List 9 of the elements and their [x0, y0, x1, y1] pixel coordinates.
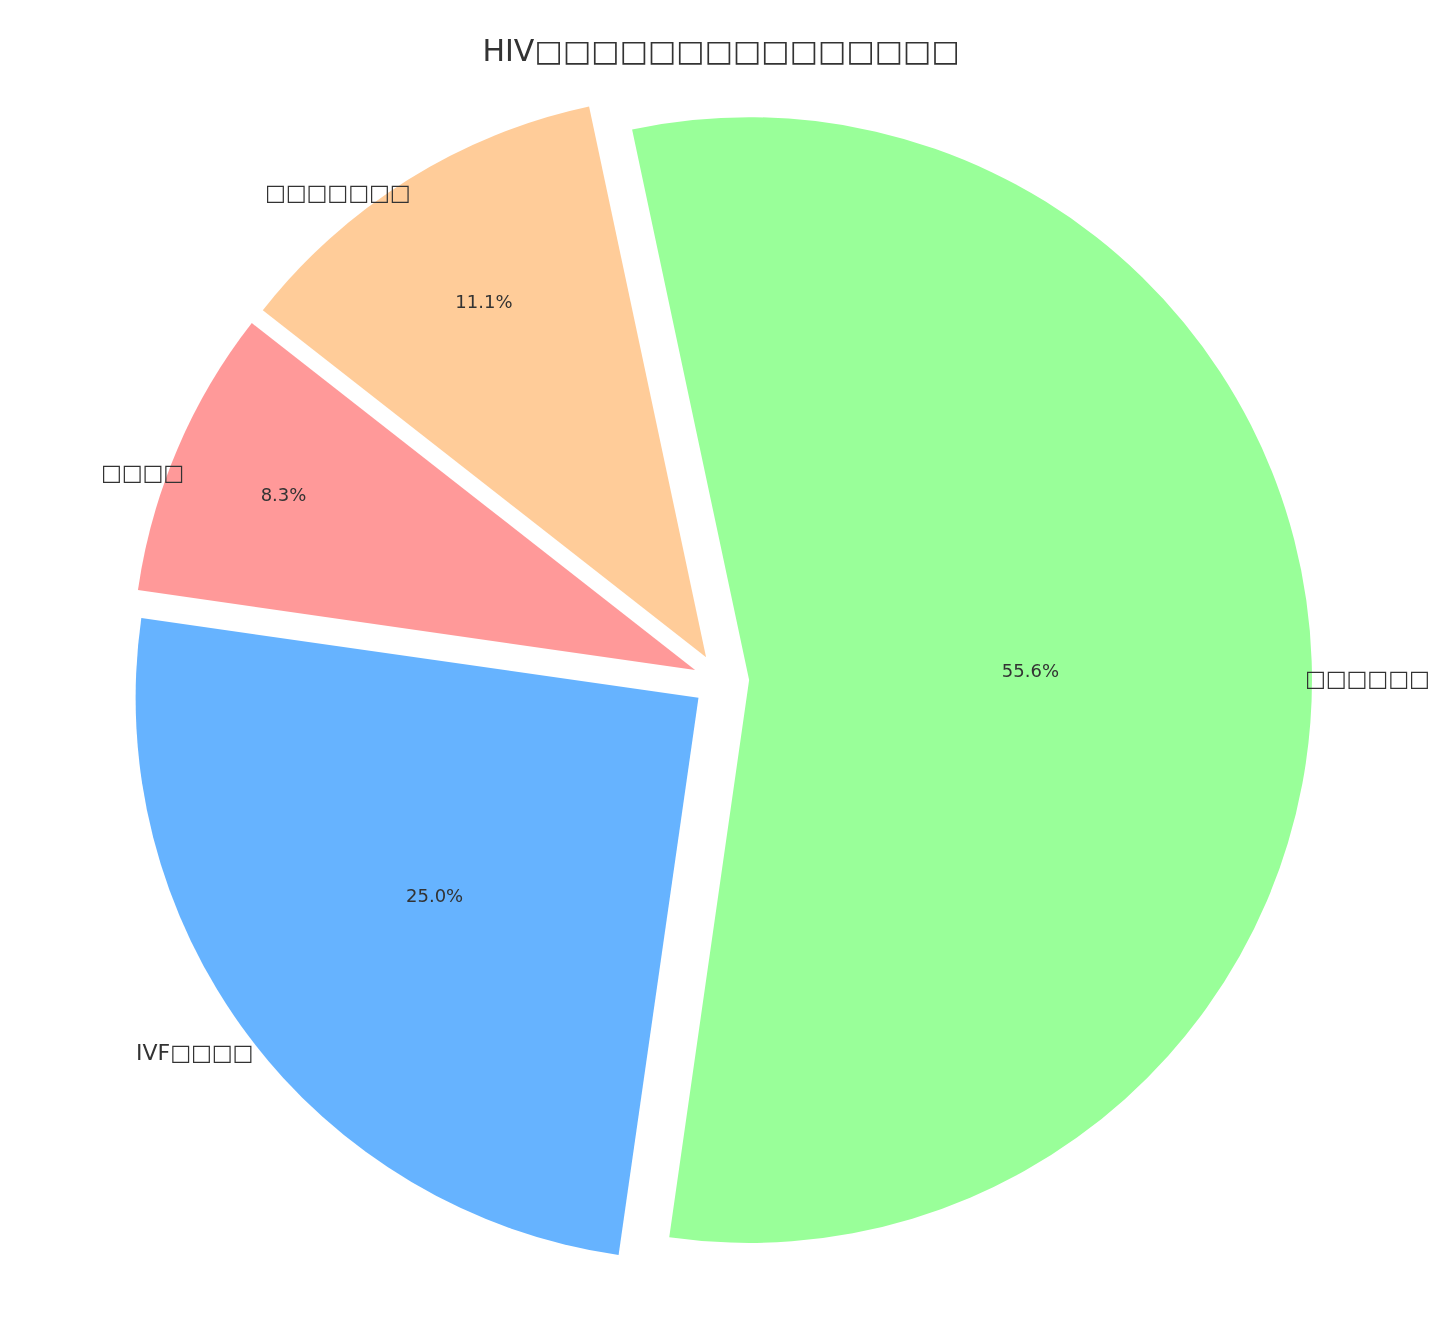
slice-label: □□□□□□ — [1305, 666, 1430, 691]
data-label: 55.6% — [1001, 660, 1059, 682]
data-label: 11.1% — [455, 290, 513, 312]
slice-label: IVF□□□□ — [136, 1040, 254, 1065]
data-label: 8.3% — [260, 483, 307, 505]
data-label: 25.0% — [406, 885, 464, 907]
chart-title: HIV□□□□□□□□□□□□□□□ — [482, 32, 960, 68]
slice-label: □□□□ — [101, 460, 185, 485]
slice-label: □□□□□□□ — [265, 180, 411, 205]
